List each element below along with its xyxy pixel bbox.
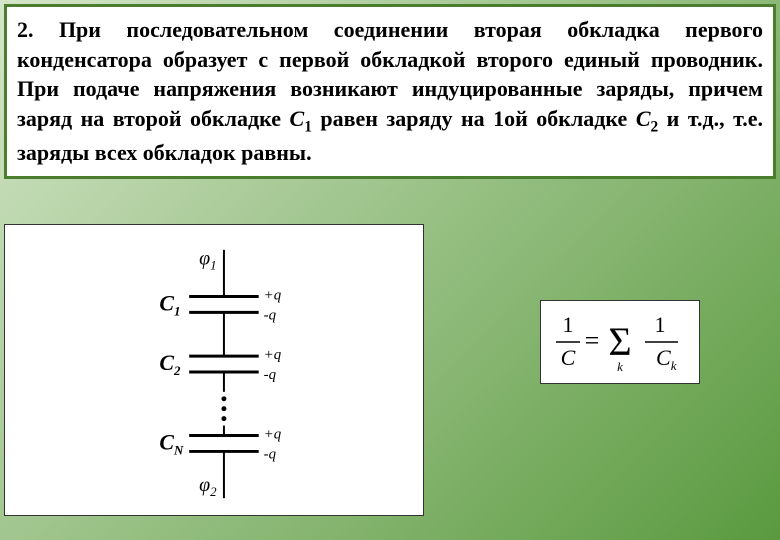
left-den: C (561, 345, 576, 370)
cn-plus: +q (264, 427, 282, 443)
equals: = (585, 326, 600, 355)
sigma: Σ (608, 319, 631, 364)
c1-minus: -q (264, 307, 277, 323)
dot (221, 396, 226, 401)
phi-bottom: φ2 (199, 474, 217, 499)
right-den: Ck (656, 345, 677, 373)
circuit-diagram: φ1 C1 +q -q C2 +q -q CN +q -q φ2 (4, 224, 424, 516)
left-num: 1 (563, 312, 574, 337)
dot (221, 416, 226, 421)
right-num: 1 (655, 312, 666, 337)
formula-svg: 1 C = Σ k 1 Ck (550, 307, 690, 377)
explanation-text: 2. При последовательном соединении втора… (4, 4, 776, 179)
c1-label: C1 (159, 291, 180, 318)
sigma-sub: k (617, 359, 623, 374)
c2-minus: -q (264, 367, 277, 383)
c2-label: C2 (159, 351, 181, 378)
phi-top: φ1 (199, 248, 216, 273)
formula-box: 1 C = Σ k 1 Ck (540, 300, 700, 384)
c2-plus: +q (264, 347, 282, 363)
cn-minus: -q (264, 446, 277, 462)
dot (221, 406, 226, 411)
cn-label: CN (159, 430, 184, 457)
c1-plus: +q (264, 287, 282, 303)
diagram-svg: φ1 C1 +q -q C2 +q -q CN +q -q φ2 (5, 225, 423, 515)
text-content: 2. При последовательном соединении втора… (17, 17, 763, 165)
